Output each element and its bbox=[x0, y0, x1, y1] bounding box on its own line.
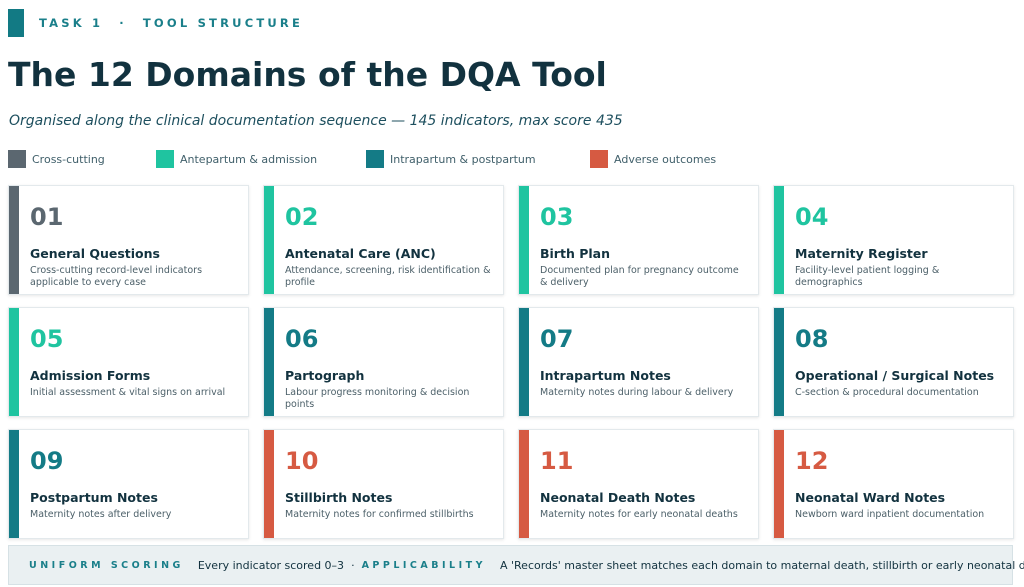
legend-swatch bbox=[590, 150, 608, 168]
card-title: Partograph bbox=[285, 368, 365, 383]
card-category-stripe bbox=[264, 186, 274, 294]
card-description: Attendance, screening, risk identificati… bbox=[285, 265, 491, 288]
card-number: 10 bbox=[285, 447, 319, 475]
legend-swatch bbox=[8, 150, 26, 168]
footer-value-scoring: Every indicator scored 0–3 bbox=[197, 558, 345, 572]
domain-card-06: 06 Partograph Labour progress monitoring… bbox=[263, 307, 504, 417]
card-title: Intrapartum Notes bbox=[540, 368, 671, 383]
card-category-stripe bbox=[774, 186, 784, 294]
card-category-stripe bbox=[519, 186, 529, 294]
card-title: Postpartum Notes bbox=[30, 490, 158, 505]
card-description: Labour progress monitoring & decision po… bbox=[285, 387, 470, 410]
domain-card-09: 09 Postpartum Notes Maternity notes afte… bbox=[8, 429, 249, 539]
card-title: Antenatal Care (ANC) bbox=[285, 246, 436, 261]
card-category-stripe bbox=[9, 186, 19, 294]
eyebrow-separator: · bbox=[119, 16, 127, 30]
domain-grid: 01 General Questions Cross-cutting recor… bbox=[8, 185, 1014, 539]
card-description: Cross-cutting record-level indicators ap… bbox=[30, 265, 203, 288]
legend-item-adverse: Adverse outcomes bbox=[590, 150, 716, 168]
card-category-stripe bbox=[774, 430, 784, 538]
card-title: General Questions bbox=[30, 246, 160, 261]
card-title: Maternity Register bbox=[795, 246, 928, 261]
card-number: 04 bbox=[795, 203, 829, 231]
legend-swatch bbox=[366, 150, 384, 168]
footer-key-scoring: UNIFORM SCORING bbox=[29, 559, 184, 571]
footer-banner: UNIFORM SCORING Every indicator scored 0… bbox=[8, 545, 1024, 585]
card-category-stripe bbox=[9, 430, 19, 538]
domain-card-03: 03 Birth Plan Documented plan for pregna… bbox=[518, 185, 759, 295]
domain-card-05: 05 Admission Forms Initial assessment & … bbox=[8, 307, 249, 417]
page-subtitle: Organised along the clinical documentati… bbox=[9, 113, 623, 129]
domain-card-10: 10 Stillbirth Notes Maternity notes for … bbox=[263, 429, 504, 539]
legend-label: Adverse outcomes bbox=[614, 152, 717, 166]
domain-card-12: 12 Neonatal Ward Notes Newborn ward inpa… bbox=[773, 429, 1014, 539]
eyebrow-task: TASK 1 bbox=[39, 16, 104, 30]
card-category-stripe bbox=[774, 308, 784, 416]
card-category-stripe bbox=[9, 308, 19, 416]
legend-label: Cross-cutting bbox=[32, 152, 105, 166]
card-description: C-section & procedural documentation bbox=[795, 387, 979, 398]
eyebrow-topic: TOOL STRUCTURE bbox=[142, 16, 304, 30]
card-description: Maternity notes after delivery bbox=[30, 509, 172, 520]
page-title: The 12 Domains of the DQA Tool bbox=[8, 55, 607, 94]
legend-swatch bbox=[156, 150, 174, 168]
card-description: Maternity notes for early neonatal death… bbox=[540, 509, 738, 520]
legend-label: Intrapartum & postpartum bbox=[390, 152, 536, 166]
eyebrow: TASK 1 · TOOL STRUCTURE bbox=[8, 9, 303, 37]
card-description: Initial assessment & vital signs on arri… bbox=[30, 387, 226, 398]
card-number: 03 bbox=[540, 203, 574, 231]
card-title: Admission Forms bbox=[30, 368, 151, 383]
card-title: Operational / Surgical Notes bbox=[795, 368, 995, 383]
card-title: Stillbirth Notes bbox=[285, 490, 393, 505]
card-description: Newborn ward inpatient documentation bbox=[795, 509, 985, 520]
footer-separator: · bbox=[351, 558, 355, 572]
footer-value-applicability: A 'Records' master sheet matches each do… bbox=[499, 558, 1024, 572]
legend-item-cross-cutting: Cross-cutting bbox=[8, 150, 105, 168]
card-number: 09 bbox=[30, 447, 64, 475]
card-title: Neonatal Ward Notes bbox=[795, 490, 946, 505]
eyebrow-accent-bar bbox=[8, 9, 24, 37]
domain-card-07: 07 Intrapartum Notes Maternity notes dur… bbox=[518, 307, 759, 417]
card-category-stripe bbox=[264, 308, 274, 416]
card-number: 01 bbox=[30, 203, 64, 231]
card-description: Maternity notes for confirmed stillbirth… bbox=[285, 509, 474, 520]
domain-card-11: 11 Neonatal Death Notes Maternity notes … bbox=[518, 429, 759, 539]
card-title: Birth Plan bbox=[540, 246, 610, 261]
domain-card-01: 01 General Questions Cross-cutting recor… bbox=[8, 185, 249, 295]
card-description: Facility-level patient logging & demogra… bbox=[795, 265, 940, 288]
domain-card-08: 08 Operational / Surgical Notes C-sectio… bbox=[773, 307, 1014, 417]
footer-key-applicability: APPLICABILITY bbox=[361, 559, 486, 571]
card-number: 11 bbox=[540, 447, 574, 475]
card-description: Documented plan for pregnancy outcome & … bbox=[540, 265, 739, 288]
eyebrow-text: TASK 1 · TOOL STRUCTURE bbox=[39, 16, 303, 30]
domain-card-04: 04 Maternity Register Facility-level pat… bbox=[773, 185, 1014, 295]
legend-label: Antepartum & admission bbox=[180, 152, 318, 166]
card-description: Maternity notes during labour & delivery bbox=[540, 387, 734, 398]
card-category-stripe bbox=[519, 308, 529, 416]
legend-item-antepartum: Antepartum & admission bbox=[156, 150, 317, 168]
card-number: 02 bbox=[285, 203, 319, 231]
card-number: 05 bbox=[30, 325, 64, 353]
card-number: 07 bbox=[540, 325, 574, 353]
card-number: 12 bbox=[795, 447, 829, 475]
domain-card-02: 02 Antenatal Care (ANC) Attendance, scre… bbox=[263, 185, 504, 295]
legend-item-intrapartum: Intrapartum & postpartum bbox=[366, 150, 536, 168]
card-number: 08 bbox=[795, 325, 829, 353]
card-number: 06 bbox=[285, 325, 319, 353]
card-title: Neonatal Death Notes bbox=[540, 490, 696, 505]
card-category-stripe bbox=[519, 430, 529, 538]
card-category-stripe bbox=[264, 430, 274, 538]
